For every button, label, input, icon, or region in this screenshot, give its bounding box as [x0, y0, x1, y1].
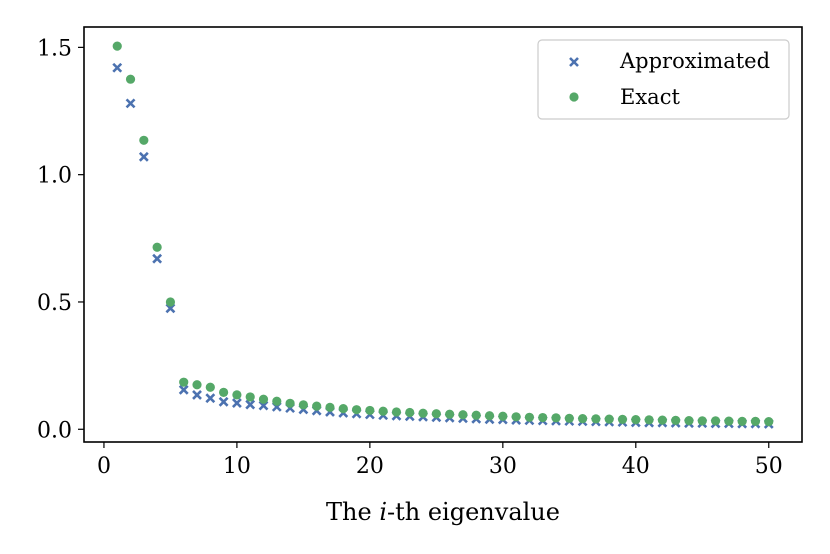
x-tick-label: 30	[489, 454, 517, 479]
exact-point	[205, 382, 215, 392]
x-tick-label: 20	[356, 454, 384, 479]
exact-point	[458, 410, 468, 420]
approximated-point	[112, 62, 123, 73]
exact-point	[351, 405, 362, 415]
exact-point	[684, 416, 694, 426]
x-tick-label: 10	[223, 454, 251, 479]
x-tick-label: 0	[97, 454, 111, 479]
plot-frame	[83, 26, 803, 443]
exact-point	[697, 416, 707, 426]
legend-marker-exact	[569, 92, 579, 102]
y-tick-label: 0.5	[37, 291, 72, 316]
exact-point	[724, 416, 734, 426]
exact-point	[312, 401, 322, 411]
approximated-point	[138, 151, 149, 162]
exact-point	[112, 41, 122, 51]
y-tick-label: 1.0	[37, 164, 72, 189]
x-tick-label: 50	[755, 454, 783, 479]
exact-point	[152, 242, 162, 252]
exact-point	[671, 415, 681, 425]
exact-point	[405, 407, 415, 418]
exact-point	[232, 390, 242, 400]
exact-point	[445, 409, 455, 419]
approximated-point	[231, 398, 242, 408]
exact-point	[524, 412, 535, 422]
exact-point	[644, 415, 654, 425]
exact-point	[378, 406, 388, 416]
series-exact	[112, 41, 774, 427]
exact-point	[511, 412, 521, 422]
exact-point	[737, 416, 747, 426]
approximated-point	[178, 384, 189, 395]
exact-point	[192, 380, 202, 390]
exact-point	[538, 412, 548, 423]
exact-point	[431, 409, 441, 419]
x-axis-label: The i-th eigenvalue	[326, 498, 560, 526]
legend-label-exact: Exact	[620, 85, 680, 109]
y-tick-label: 1.5	[37, 36, 72, 61]
exact-point	[591, 414, 601, 424]
approximated-point	[192, 389, 202, 400]
exact-point	[298, 400, 308, 410]
exact-point	[391, 407, 402, 417]
exact-point	[484, 411, 495, 421]
legend-box	[537, 39, 790, 120]
exact-point	[139, 135, 149, 145]
exact-point	[418, 408, 428, 418]
exact-point	[617, 414, 628, 424]
legend: Approximated Exact	[537, 39, 790, 120]
approximated-point	[125, 98, 136, 109]
approximated-point	[218, 396, 229, 407]
exact-point	[604, 414, 614, 424]
exact-point	[631, 414, 641, 425]
exact-point	[165, 297, 176, 307]
exact-point	[338, 404, 348, 414]
legend-label-approximated: Approximated	[619, 49, 770, 73]
exact-point	[564, 413, 574, 423]
exact-point	[219, 387, 229, 397]
approximated-point	[205, 393, 216, 404]
exact-point	[578, 413, 588, 424]
exact-point	[750, 416, 761, 426]
exact-point	[657, 415, 667, 425]
exact-point	[498, 411, 508, 421]
legend-marker-approximated	[569, 57, 579, 67]
approximated-point	[152, 253, 163, 264]
exact-point	[125, 74, 136, 84]
exact-point	[179, 377, 189, 387]
x-tick-label: 40	[622, 454, 650, 479]
exact-point	[258, 394, 269, 404]
exact-point	[272, 396, 282, 406]
exact-point	[471, 410, 481, 420]
exact-point	[245, 392, 255, 402]
exact-point	[551, 413, 561, 423]
approximated-point	[245, 399, 256, 410]
exact-point	[710, 416, 721, 426]
exact-point	[285, 398, 295, 408]
exact-point	[325, 402, 335, 412]
exact-point	[365, 405, 375, 416]
exact-point	[764, 417, 774, 427]
y-tick-label: 0.0	[37, 418, 72, 443]
